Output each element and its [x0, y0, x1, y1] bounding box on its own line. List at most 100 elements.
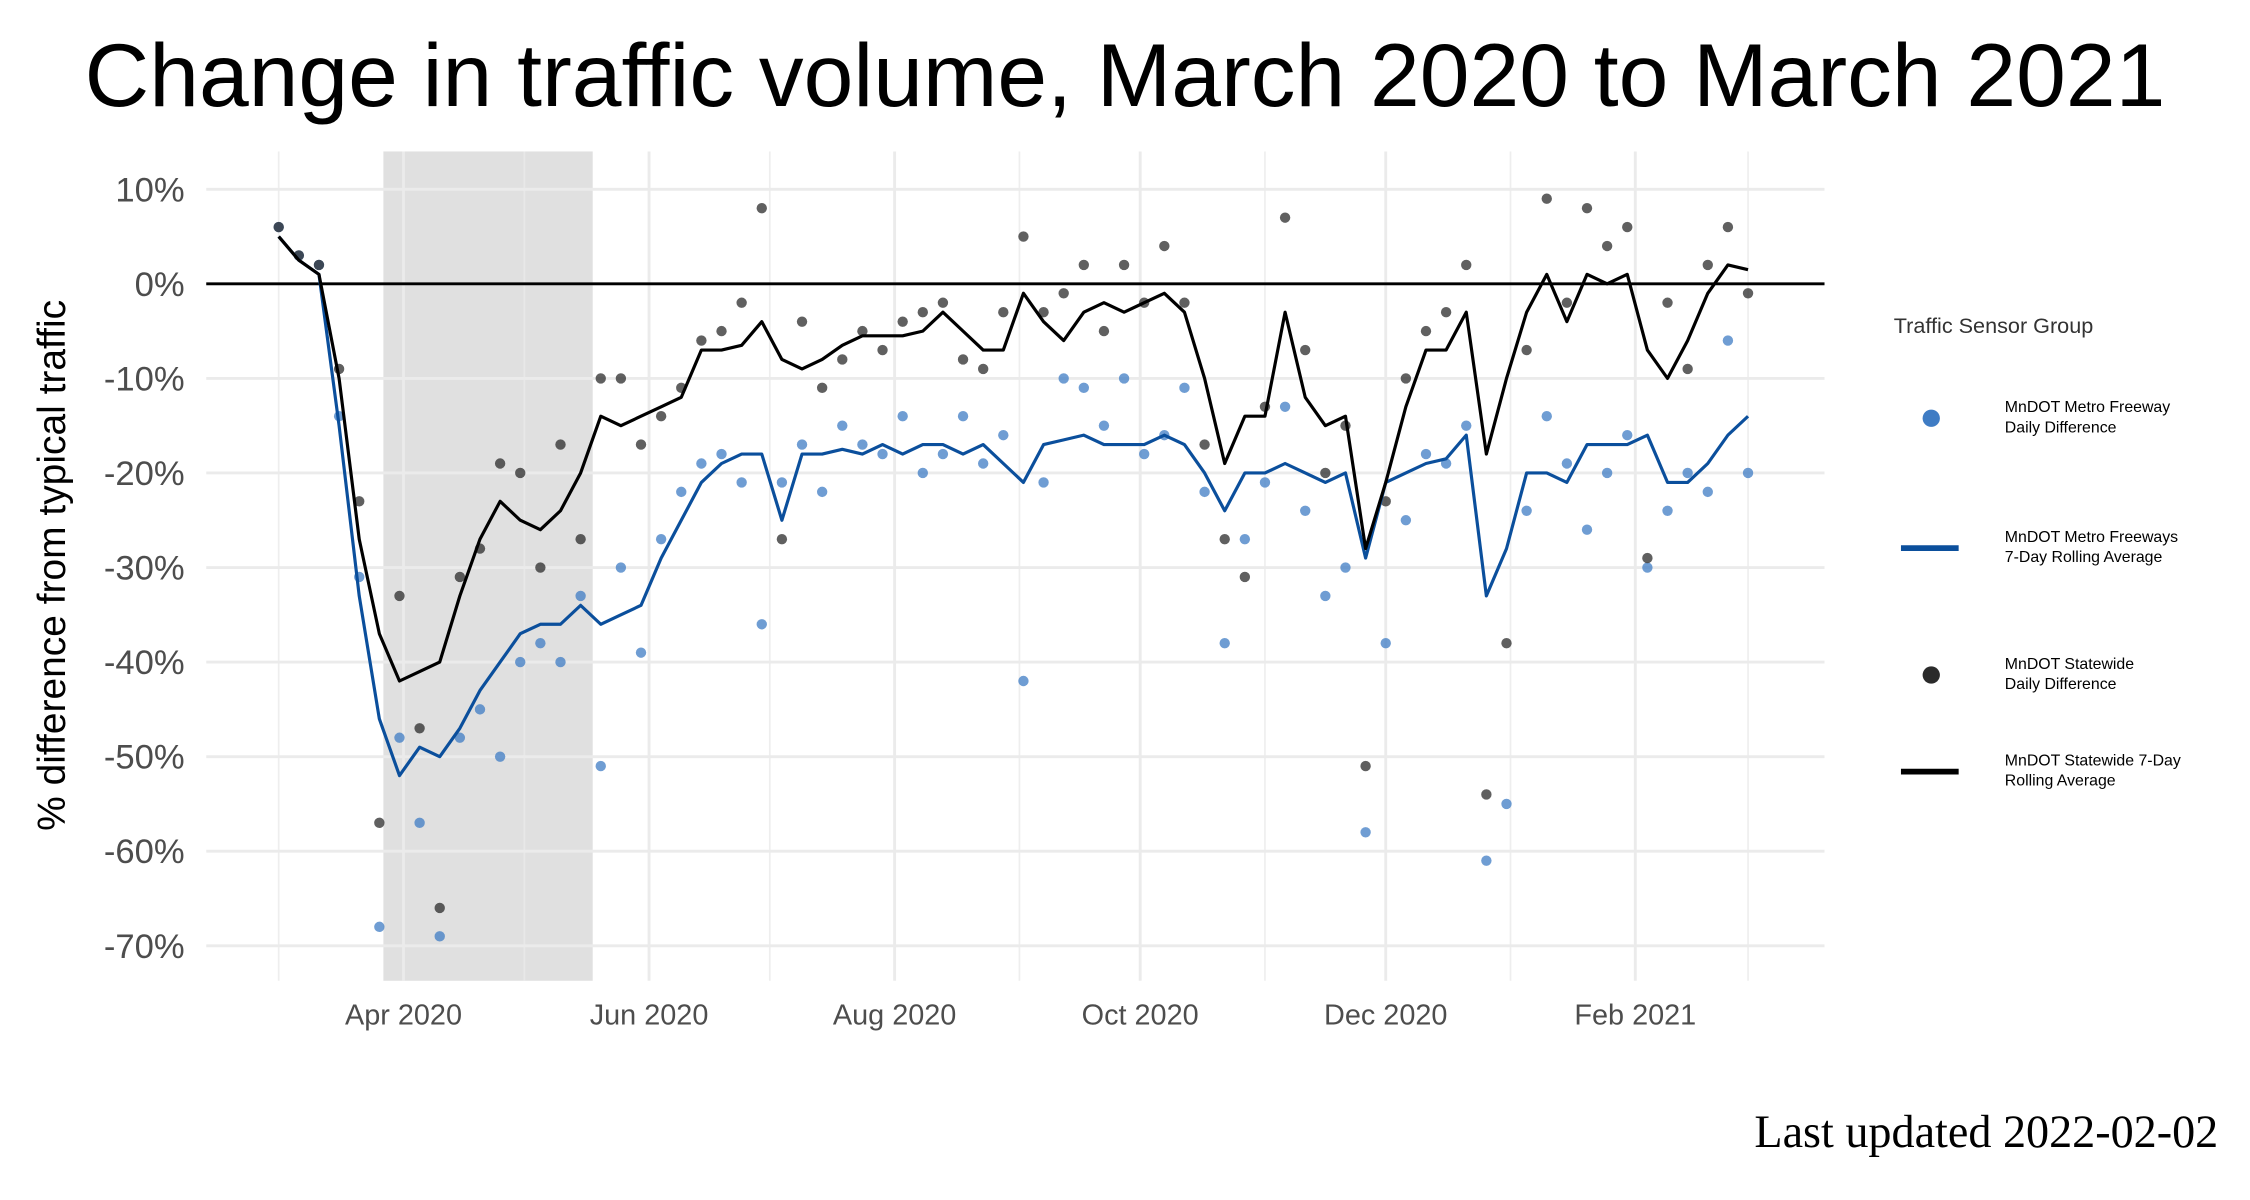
point [273, 221, 284, 233]
point [1239, 533, 1251, 545]
rolling-line [277, 235, 1750, 778]
point [1058, 373, 1069, 384]
point [937, 448, 949, 460]
point [414, 723, 425, 734]
point [1702, 486, 1713, 498]
point [1742, 467, 1754, 479]
point [736, 297, 747, 308]
point [434, 931, 445, 942]
point [394, 732, 405, 743]
point [1581, 524, 1593, 535]
chart-title: Change in traffic volume, March 2020 to … [85, 25, 2166, 125]
point [1501, 637, 1512, 649]
point [796, 439, 808, 450]
point [575, 590, 586, 602]
point [736, 477, 747, 488]
footer: Last updated 2022-02-02 [1754, 1106, 2218, 1157]
point-series [273, 193, 1754, 914]
point [837, 420, 848, 431]
legend-key [1922, 409, 1940, 427]
point [1380, 496, 1391, 507]
point [837, 354, 848, 365]
point [535, 562, 546, 573]
point [615, 562, 627, 573]
point [1098, 325, 1110, 337]
point [1601, 467, 1613, 479]
point [977, 363, 989, 375]
point [1722, 221, 1734, 233]
point [1581, 202, 1593, 214]
y-axis-label: % difference from typical traffic [31, 300, 74, 831]
point [1279, 212, 1291, 223]
y-tick-label: -60% [104, 833, 185, 871]
point [1400, 515, 1412, 526]
point [1360, 827, 1371, 838]
point [1300, 344, 1311, 356]
point [535, 637, 546, 649]
legend-label: MnDOT Statewide 7-Day Rolling Average [2005, 753, 2181, 790]
point [1642, 552, 1653, 564]
point [635, 647, 647, 658]
point [515, 656, 526, 668]
point [1420, 325, 1432, 337]
point [1340, 562, 1351, 573]
point [957, 354, 969, 365]
point [816, 486, 828, 498]
point [1420, 448, 1432, 460]
rolling-line [277, 235, 1749, 683]
point [655, 533, 667, 545]
point [1239, 571, 1251, 583]
point [937, 297, 949, 308]
point [857, 439, 868, 450]
x-tick-label: Dec 2020 [1324, 999, 1447, 1031]
point [877, 344, 888, 356]
point [655, 411, 667, 422]
point [816, 382, 828, 394]
point [1279, 401, 1291, 412]
point [897, 316, 908, 327]
point [595, 373, 606, 384]
point [1622, 429, 1633, 441]
y-tick-label: 0% [135, 266, 185, 304]
y-tick-label: -70% [104, 928, 185, 966]
point [1259, 477, 1271, 488]
point [1098, 420, 1110, 431]
legend-title: Traffic Sensor Group [1894, 313, 2094, 338]
point [454, 571, 466, 583]
point [756, 619, 767, 630]
point [1722, 335, 1734, 346]
point [1320, 467, 1331, 479]
y-tick-label: -10% [104, 360, 185, 398]
point [1199, 439, 1210, 450]
point [1400, 373, 1412, 384]
point [696, 335, 707, 346]
point [1360, 760, 1371, 772]
x-tick-label: Aug 2020 [833, 999, 956, 1031]
x-tick-label: Jun 2020 [590, 999, 709, 1031]
point [1622, 221, 1633, 233]
point [374, 817, 385, 829]
point [434, 902, 445, 914]
point [555, 439, 566, 450]
point [998, 429, 1009, 441]
point [857, 325, 868, 337]
point [515, 467, 526, 479]
point [575, 533, 586, 545]
point [1018, 675, 1029, 687]
point [474, 704, 486, 715]
point [1481, 855, 1492, 866]
point [1139, 448, 1150, 460]
point [1219, 637, 1230, 649]
point [635, 439, 647, 450]
point [1501, 798, 1512, 810]
point [1300, 505, 1311, 516]
point [1179, 297, 1190, 308]
point [796, 316, 808, 327]
point [1481, 789, 1492, 800]
point [1561, 458, 1573, 469]
point [1682, 363, 1693, 375]
point [998, 307, 1009, 318]
point [676, 486, 687, 498]
point [354, 496, 365, 507]
